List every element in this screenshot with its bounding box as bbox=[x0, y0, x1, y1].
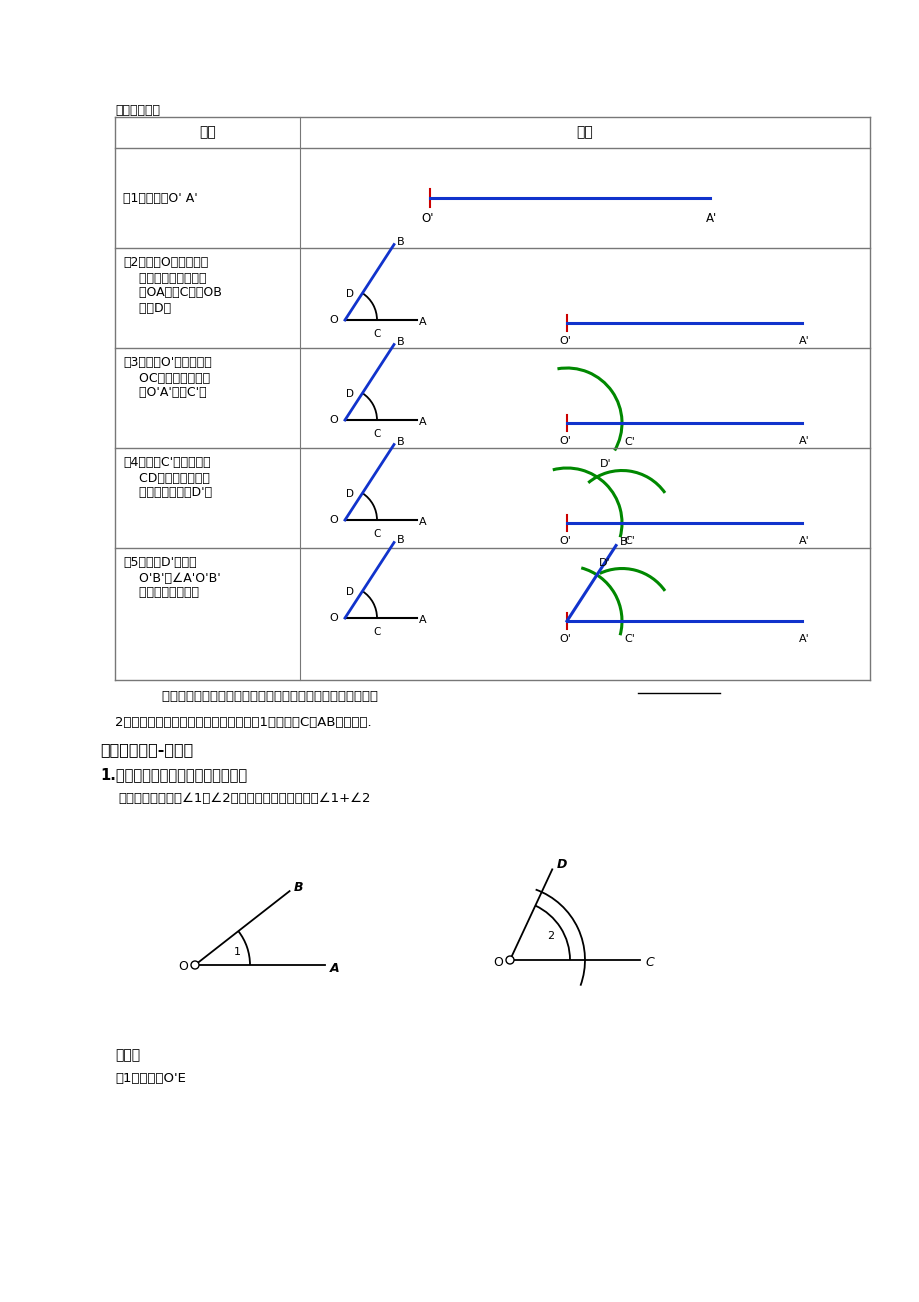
Text: O'B'。∠A'O'B': O'B'。∠A'O'B' bbox=[123, 572, 221, 585]
Text: 作法：: 作法： bbox=[115, 1048, 140, 1062]
Text: 交O'A'于点C'；: 交O'A'于点C'； bbox=[123, 387, 207, 400]
Circle shape bbox=[191, 961, 199, 969]
Text: A: A bbox=[418, 316, 426, 327]
Text: O': O' bbox=[559, 634, 571, 644]
Text: 交OA于点C，交OB: 交OA于点C，交OB bbox=[123, 286, 221, 299]
Text: C: C bbox=[644, 957, 653, 970]
Text: D: D bbox=[346, 587, 354, 598]
Text: C: C bbox=[373, 428, 380, 439]
Text: A': A' bbox=[798, 336, 809, 346]
Text: A': A' bbox=[798, 536, 809, 546]
Text: D: D bbox=[346, 490, 354, 499]
Text: C: C bbox=[373, 329, 380, 339]
Text: 于点D；: 于点D； bbox=[123, 302, 171, 315]
Text: D: D bbox=[556, 858, 566, 871]
Text: C': C' bbox=[623, 634, 634, 644]
Text: 例题：如图，已知∠1，∠2，求作一个角，使它等于∠1+∠2: 例题：如图，已知∠1，∠2，求作一个角，使它等于∠1+∠2 bbox=[118, 792, 370, 805]
Text: 任意长为半径画弧，: 任意长为半径画弧， bbox=[123, 272, 206, 285]
Text: O': O' bbox=[559, 336, 571, 346]
Text: B: B bbox=[397, 436, 404, 447]
Text: O: O bbox=[329, 613, 337, 622]
Text: （5）过点D'作射线: （5）过点D'作射线 bbox=[123, 556, 197, 569]
Text: 三、拓展延伸-角的和: 三、拓展延伸-角的和 bbox=[100, 742, 193, 758]
Text: D': D' bbox=[599, 458, 611, 469]
Text: D: D bbox=[346, 389, 354, 400]
Text: 作法与示范：: 作法与示范： bbox=[115, 103, 160, 116]
Text: （4）以点C'为圆心，以: （4）以点C'为圆心，以 bbox=[123, 457, 210, 470]
Text: （3）以点O'为圆心，以: （3）以点O'为圆心，以 bbox=[123, 357, 211, 370]
Text: O': O' bbox=[559, 436, 571, 447]
Text: OC长为半径画弧，: OC长为半径画弧， bbox=[123, 371, 210, 384]
Text: 示范: 示范 bbox=[576, 125, 593, 139]
Text: C: C bbox=[373, 628, 380, 637]
Text: O: O bbox=[493, 956, 503, 969]
Text: B: B bbox=[397, 336, 404, 346]
Text: 1: 1 bbox=[233, 948, 241, 957]
Text: 2: 2 bbox=[546, 931, 553, 941]
Text: A': A' bbox=[706, 212, 717, 225]
Circle shape bbox=[505, 956, 514, 963]
Text: （2）以点O为圆心，以: （2）以点O为圆心，以 bbox=[123, 256, 208, 270]
Text: A': A' bbox=[798, 436, 809, 447]
Text: （1）作射线O'E: （1）作射线O'E bbox=[115, 1072, 186, 1085]
Text: 作法: 作法 bbox=[199, 125, 216, 139]
Text: D: D bbox=[346, 289, 354, 299]
Text: 请用测量工具或者比较等方式验证新作的角是否等于已知角？: 请用测量工具或者比较等方式验证新作的角是否等于已知角？ bbox=[145, 690, 378, 703]
Text: A: A bbox=[330, 961, 339, 974]
Text: B: B bbox=[397, 535, 404, 544]
Text: 就是所求作的角。: 就是所求作的角。 bbox=[123, 586, 199, 599]
Text: B': B' bbox=[619, 536, 630, 547]
Text: C: C bbox=[373, 529, 380, 539]
Text: A: A bbox=[418, 615, 426, 625]
Text: B: B bbox=[397, 237, 404, 246]
Text: （1）作射线O' A': （1）作射线O' A' bbox=[123, 191, 198, 204]
Text: O': O' bbox=[421, 212, 434, 225]
Text: 1.用尺规作一个角等于已知两角的和: 1.用尺规作一个角等于已知两角的和 bbox=[100, 767, 247, 783]
Text: C': C' bbox=[623, 437, 634, 447]
Text: 2．请用没有刻度的直尺和圆规，在活动1中，过点C作AB的平行线.: 2．请用没有刻度的直尺和圆规，在活动1中，过点C作AB的平行线. bbox=[115, 716, 371, 729]
Text: CD长为半径画弧，: CD长为半径画弧， bbox=[123, 471, 210, 484]
Text: O': O' bbox=[559, 536, 571, 546]
Text: B: B bbox=[293, 880, 302, 893]
Text: 交前面的弧于点D'；: 交前面的弧于点D'； bbox=[123, 487, 212, 500]
Text: A: A bbox=[418, 517, 426, 527]
Text: O: O bbox=[329, 415, 337, 424]
Text: O: O bbox=[329, 315, 337, 326]
Text: O: O bbox=[329, 516, 337, 525]
Text: A: A bbox=[418, 417, 426, 427]
Text: O: O bbox=[178, 961, 187, 974]
Text: C': C' bbox=[623, 536, 634, 546]
Text: A': A' bbox=[798, 634, 809, 644]
Text: D': D' bbox=[598, 557, 610, 568]
